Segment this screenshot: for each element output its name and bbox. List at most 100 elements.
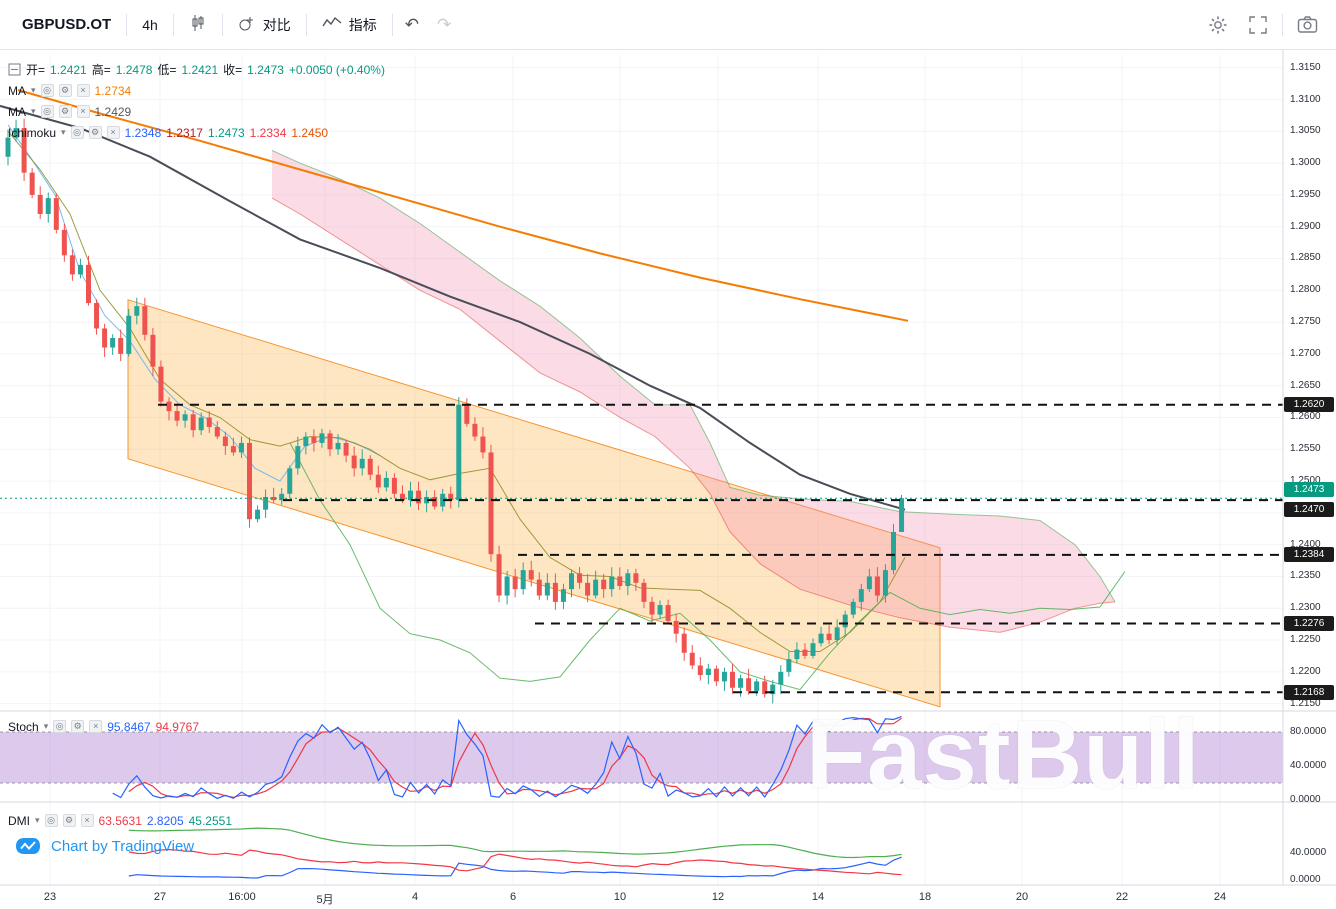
- stoch-legend[interactable]: Stoch ▾ ◎ ⚙ × 95.8467 94.9767: [8, 716, 199, 737]
- price-level-badge: 1.2470: [1284, 501, 1334, 517]
- price-tick-label: 1.2900: [1290, 220, 1321, 232]
- close-value: 1.2473: [247, 62, 284, 77]
- price-tick-label: 1.2200: [1290, 665, 1321, 677]
- chevron-down-icon: ▾: [35, 815, 40, 825]
- ma1-legend[interactable]: MA ▾ ◎ ⚙ × 1.2734: [8, 80, 385, 101]
- compare-button[interactable]: 对比: [226, 8, 303, 42]
- tradingview-logo: [14, 836, 42, 856]
- dmi-value: 45.2551: [188, 813, 233, 828]
- chart-type-button[interactable]: [177, 8, 219, 42]
- time-axis-label: 5月: [316, 894, 334, 906]
- indicator-settings-icon[interactable]: ⚙: [62, 814, 76, 827]
- toolbar-separator: [391, 13, 393, 36]
- toolbar-separator: [172, 13, 174, 36]
- stoch-d-value: 94.9767: [155, 719, 199, 734]
- toolbar-separator: [126, 13, 128, 36]
- time-axis-label: 24: [1213, 891, 1227, 903]
- dmi-value: 2.8205: [146, 813, 184, 828]
- indicator-name: MA: [8, 104, 26, 119]
- price-level-badge: 1.2620: [1284, 397, 1334, 413]
- dmi-legend[interactable]: DMI ▾ ◎ ⚙ × 63.5631 2.8205 45.2551: [8, 810, 232, 831]
- ichimoku-legend[interactable]: Ichimoku ▾ ◎ ⚙ × 1.2348 1.2317 1.2473 1.…: [8, 122, 385, 143]
- tradingview-attribution[interactable]: Chart by TradingView: [14, 836, 194, 856]
- chevron-down-icon: ▾: [43, 721, 49, 731]
- symbol-button[interactable]: GBPUSD.OT: [10, 8, 123, 42]
- stoch-k-value: 95.8467: [107, 719, 151, 734]
- price-tick-label: 1.2850: [1290, 252, 1321, 264]
- high-value: 1.2478: [115, 62, 153, 77]
- snapshot-button[interactable]: [1288, 8, 1326, 42]
- close-icon[interactable]: ×: [89, 720, 103, 733]
- gear-icon: [1209, 16, 1227, 33]
- open-value: 1.2421: [50, 62, 87, 77]
- eye-icon[interactable]: ◎: [40, 105, 54, 118]
- indicator-settings-icon[interactable]: ⚙: [58, 84, 72, 97]
- fullscreen-icon: [1249, 15, 1267, 34]
- last-price-badge: 1.2473: [1284, 482, 1334, 498]
- price-tick-label: 1.2350: [1290, 570, 1321, 582]
- series-type-icon[interactable]: [8, 63, 21, 76]
- indicator-name: MA: [8, 83, 26, 98]
- compare-label: 对比: [262, 16, 291, 33]
- close-icon[interactable]: ×: [76, 84, 90, 97]
- ma1-value: 1.2734: [94, 83, 132, 98]
- eye-icon[interactable]: ◎: [53, 720, 67, 733]
- redo-button[interactable]: ↷: [437, 14, 452, 34]
- eye-icon[interactable]: ◎: [40, 84, 54, 97]
- ohlc-legend: 开= 1.2421 高= 1.2478 低= 1.2421 收= 1.2473 +0.0…: [8, 59, 385, 80]
- toolbar-separator: [305, 13, 307, 36]
- time-axis-label: 22: [1115, 891, 1129, 903]
- indicator-settings-icon[interactable]: ⚙: [58, 105, 72, 118]
- price-tick-label: 1.2150: [1290, 697, 1321, 709]
- ma2-value: 1.2429: [94, 104, 132, 119]
- eye-icon[interactable]: ◎: [44, 814, 58, 827]
- dmi-value: 63.5631: [98, 813, 142, 828]
- time-axis-label: 14: [811, 891, 825, 903]
- high-label: 高=: [91, 63, 111, 77]
- low-value: 1.2421: [181, 62, 219, 77]
- eye-icon[interactable]: ◎: [70, 126, 84, 139]
- price-tick-label: 1.2750: [1290, 316, 1321, 328]
- price-tick-label: 1.2950: [1290, 188, 1321, 200]
- close-icon[interactable]: ×: [76, 105, 90, 118]
- chart-legend: 开= 1.2421 高= 1.2478 低= 1.2421 收= 1.2473 +0.0…: [8, 59, 385, 143]
- indicators-label: 指标: [348, 16, 377, 33]
- price-tick-label: 1.2600: [1290, 411, 1321, 423]
- indicator-settings-icon[interactable]: ⚙: [88, 126, 102, 139]
- close-icon[interactable]: ×: [80, 814, 94, 827]
- ichimoku-value: 1.2348: [124, 125, 162, 140]
- indicators-button[interactable]: 指标: [310, 8, 389, 42]
- fullscreen-button[interactable]: [1239, 8, 1277, 42]
- indicator-name: Stoch: [8, 719, 39, 734]
- price-tick-label: 1.2500: [1290, 475, 1321, 487]
- compare-icon: [238, 14, 256, 35]
- price-tick-label: 1.2250: [1290, 634, 1321, 646]
- interval-button[interactable]: 4h: [130, 8, 170, 42]
- undo-button[interactable]: ↶: [404, 14, 420, 34]
- chevron-down-icon: ▾: [31, 106, 36, 116]
- time-axis-label: 10: [613, 891, 627, 903]
- price-tick-label: 1.2800: [1290, 284, 1321, 296]
- indicator-name: DMI: [8, 813, 30, 828]
- price-level-badge: 1.2168: [1284, 684, 1334, 700]
- top-toolbar: GBPUSD.OT 4h 对比 指标 ↶ ↷: [0, 0, 1336, 50]
- close-icon[interactable]: ×: [106, 126, 120, 139]
- price-tick-label: 40.0000: [1290, 847, 1327, 859]
- price-axis[interactable]: 1.3150 1.3100 1.3050 1.3000 1.2950 1.2900 1.28…: [1283, 50, 1336, 885]
- open-label: 开=: [26, 63, 46, 77]
- change-value: +0.0050 (+0.40%): [288, 62, 385, 77]
- time-axis-label: 20: [1015, 891, 1029, 903]
- settings-gear-button[interactable]: [1199, 8, 1237, 42]
- price-tick-label: 1.2700: [1290, 347, 1321, 359]
- ichimoku-value: 1.2317: [166, 125, 203, 140]
- ichimoku-value: 1.2473: [207, 125, 245, 140]
- ichimoku-value: 1.2334: [249, 125, 287, 140]
- ma2-legend[interactable]: MA ▾ ◎ ⚙ × 1.2429: [8, 101, 385, 122]
- time-axis-label: 27: [153, 891, 167, 903]
- indicator-settings-icon[interactable]: ⚙: [71, 720, 85, 733]
- time-axis[interactable]: 23 27 16:00 5月 4 6 10 12 14 18 20 22 24: [0, 885, 1283, 909]
- main-chart-svg[interactable]: [0, 50, 1336, 909]
- chevron-down-icon: ▾: [61, 127, 66, 137]
- price-level-badge: 1.2384: [1284, 547, 1334, 563]
- chart-area[interactable]: 开= 1.2421 高= 1.2478 低= 1.2421 收= 1.2473 +0.0…: [0, 50, 1336, 909]
